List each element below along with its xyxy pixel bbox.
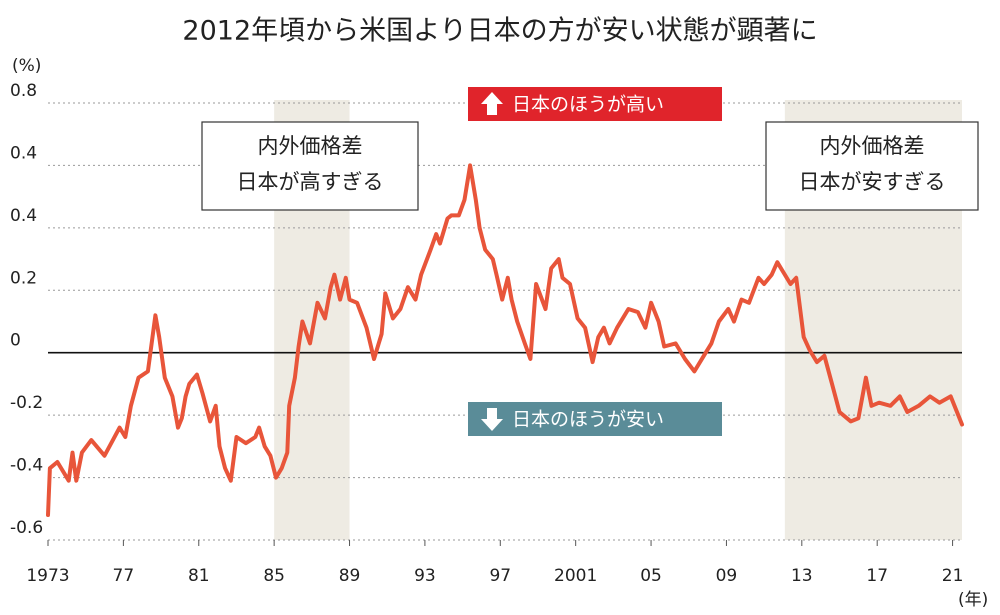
x-tick-label: 13 bbox=[791, 566, 813, 586]
y-tick-label: 0.2 bbox=[10, 268, 37, 288]
annotation-text: 日本が安すぎる bbox=[799, 170, 946, 194]
y-tick-label: 0.4 bbox=[10, 206, 37, 226]
x-tick-label: 93 bbox=[414, 566, 436, 586]
annotation-box bbox=[201, 121, 419, 211]
y-tick-label: -0.6 bbox=[10, 518, 43, 538]
annotation-label: 日本のほうが高い bbox=[512, 94, 664, 116]
x-tick-label: 89 bbox=[339, 566, 361, 586]
x-tick-label: 21 bbox=[942, 566, 964, 586]
annotation-box bbox=[765, 121, 979, 211]
annotation-label: 日本のほうが安い bbox=[512, 409, 664, 431]
x-tick-label: 2001 bbox=[554, 566, 597, 586]
annotation-label-bg bbox=[468, 87, 722, 121]
y-tick-label: 0.8 bbox=[10, 81, 37, 101]
x-tick-label: 81 bbox=[188, 566, 210, 586]
arrow-icon bbox=[481, 92, 503, 115]
x-tick-label: 17 bbox=[866, 566, 888, 586]
x-tick-label: 1973 bbox=[26, 566, 69, 586]
annotation-text: 内外価格差 bbox=[820, 134, 925, 158]
y-tick-label: -0.4 bbox=[10, 456, 43, 476]
line bbox=[46, 163, 964, 517]
y-tick-label: 0.4 bbox=[10, 143, 37, 163]
x-tick-label: 97 bbox=[489, 566, 511, 586]
x-tick-label: 85 bbox=[263, 566, 285, 586]
x-tick-label: 77 bbox=[113, 566, 135, 586]
grid: 0.8 0.4 0.4 0.2 0 -0.2 -0.4 -0.6 1973 77 81 85 89 93 9… bbox=[10, 81, 963, 586]
annotation-text: 日本が高すぎる bbox=[237, 170, 384, 194]
y-unit: (%) bbox=[12, 56, 41, 76]
chart-title: 2012年頃から米国より日本の方が安い状態が顕著に bbox=[182, 16, 817, 47]
y-tick-label: 0 bbox=[10, 331, 21, 351]
y-tick-label: -0.2 bbox=[10, 393, 43, 413]
series bbox=[46, 163, 964, 517]
arrow-icon bbox=[481, 408, 503, 431]
x-tick-label: 09 bbox=[716, 566, 738, 586]
annotation-text: 内外価格差 bbox=[258, 134, 363, 158]
x-unit: (年) bbox=[958, 590, 988, 610]
x-tick-label: 05 bbox=[640, 566, 662, 586]
annotation-label-bg bbox=[468, 402, 722, 436]
